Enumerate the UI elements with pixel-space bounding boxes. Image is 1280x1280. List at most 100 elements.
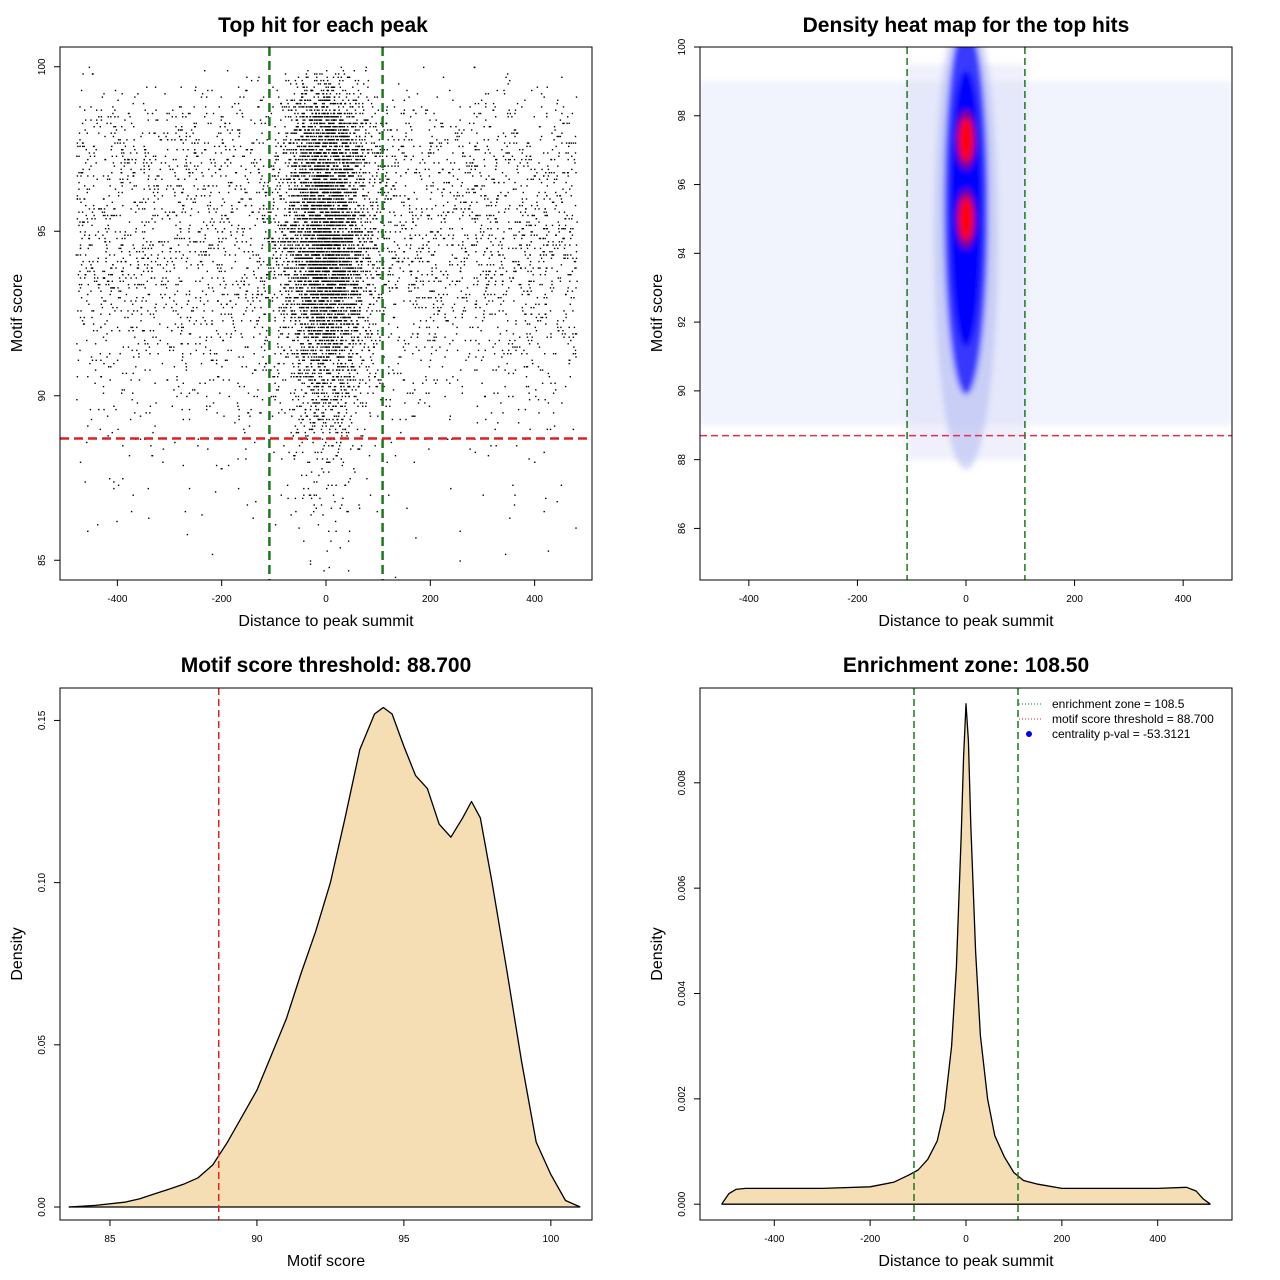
scatter-point — [249, 257, 251, 259]
scatter-point — [334, 109, 336, 111]
scatter-point — [315, 175, 317, 177]
scatter-point — [300, 106, 302, 108]
scatter-point — [233, 326, 236, 329]
scatter-point — [334, 241, 336, 243]
scatter-point — [318, 214, 321, 217]
scatter-point — [141, 257, 143, 259]
scatter-point — [335, 530, 337, 532]
scatter-point — [345, 264, 347, 266]
scatter-point — [339, 208, 341, 210]
scatter-point — [270, 267, 272, 269]
scatter-point — [366, 218, 369, 220]
scatter-point — [127, 234, 129, 236]
scatter-point — [187, 244, 189, 246]
scatter-point — [153, 316, 155, 319]
scatter-point — [310, 497, 313, 500]
scatter-point — [347, 333, 350, 335]
scatter-point — [301, 112, 303, 115]
scatter-point — [154, 214, 156, 217]
scatter-point — [460, 260, 462, 263]
scatter-point — [229, 185, 231, 187]
scatter-point — [293, 366, 295, 368]
scatter-point — [394, 224, 396, 227]
scatter-point — [360, 149, 363, 151]
scatter-point — [182, 326, 184, 329]
scatter-point — [334, 129, 336, 131]
scatter-point — [359, 260, 362, 263]
scatter-point — [93, 152, 95, 154]
scatter-point — [319, 356, 321, 358]
scatter-point — [259, 99, 262, 101]
scatter-point — [172, 168, 174, 171]
scatter-point — [315, 306, 317, 309]
scatter-point — [294, 168, 297, 171]
scatter-point — [309, 320, 311, 322]
scatter-point — [138, 379, 141, 381]
scatter-point — [306, 109, 308, 111]
scatter-point — [375, 323, 377, 325]
scatter-point — [120, 168, 122, 171]
scatter-point — [370, 102, 373, 105]
scatter-point — [307, 336, 310, 338]
scatter-point — [294, 316, 296, 319]
scatter-point — [185, 116, 187, 118]
scatter-point — [301, 389, 303, 391]
scatter-point — [297, 316, 300, 319]
scatter-point — [489, 152, 491, 154]
scatter-point — [393, 139, 395, 141]
scatter-point — [145, 300, 147, 302]
scatter-point — [361, 145, 363, 148]
scatter-point — [329, 244, 331, 246]
scatter-point — [128, 287, 130, 289]
scatter-point — [502, 132, 505, 134]
scatter-point — [311, 264, 313, 266]
scatter-point — [432, 303, 435, 305]
scatter-point — [287, 178, 289, 180]
scatter-point — [316, 185, 318, 187]
scatter-point — [341, 270, 343, 273]
scatter-point — [274, 162, 276, 164]
scatter-point — [189, 162, 192, 164]
scatter-point — [323, 356, 325, 358]
scatter-point — [440, 280, 442, 282]
scatter-point — [351, 336, 353, 338]
scatter-point — [313, 175, 315, 177]
scatter-point — [321, 306, 323, 309]
scatter-point — [314, 79, 316, 82]
scatter-point — [347, 99, 350, 101]
scatter-point — [332, 185, 335, 187]
scatter-point — [440, 270, 442, 273]
scatter-point — [386, 181, 388, 184]
scatter-point — [253, 353, 255, 355]
scatter-point — [106, 333, 108, 335]
scatter-point — [536, 234, 538, 236]
scatter-point — [529, 287, 531, 289]
scatter-point — [508, 208, 510, 210]
scatter-point — [371, 152, 374, 154]
scatter-point — [437, 149, 439, 151]
scatter-point — [133, 139, 135, 141]
scatter-point — [515, 323, 517, 325]
scatter-point — [503, 89, 505, 92]
scatter-point — [488, 270, 490, 273]
scatter-point — [304, 181, 306, 184]
scatter-point — [188, 293, 191, 296]
scatter-point — [536, 201, 538, 203]
scatter-point — [274, 231, 277, 233]
scatter-point — [351, 244, 353, 246]
scatter-point — [424, 402, 426, 404]
scatter-point — [118, 277, 121, 279]
scatter-point — [368, 323, 371, 325]
scatter-point — [83, 316, 85, 319]
scatter-point — [372, 353, 374, 355]
scatter-point — [194, 251, 196, 253]
scatter-point — [109, 178, 111, 180]
scatter-point — [220, 267, 222, 269]
scatter-point — [317, 402, 319, 404]
scatter-point — [334, 392, 337, 394]
scatter-point — [80, 201, 82, 203]
scatter-point — [153, 201, 155, 203]
scatter-point — [295, 102, 298, 105]
scatter-point — [474, 451, 476, 454]
scatter-point — [334, 385, 337, 388]
